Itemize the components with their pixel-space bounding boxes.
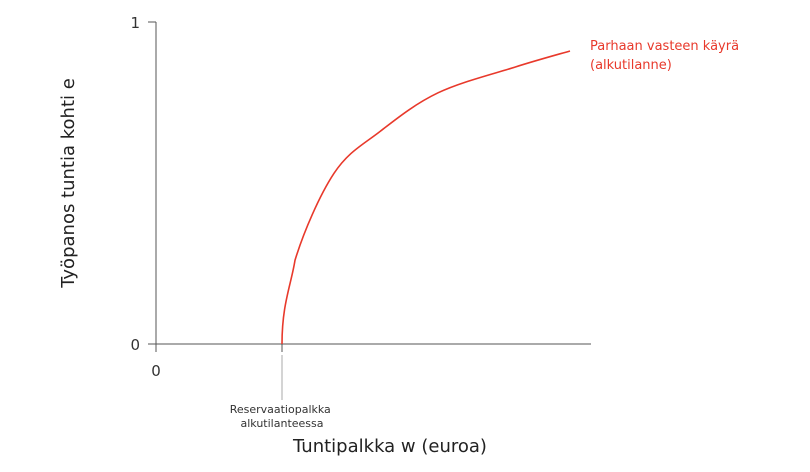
reservation-wage-label: Reservaatiopalkka alkutilanteessa xyxy=(230,403,335,430)
curve-label: Parhaan vasteen käyrä (alkutilanne) xyxy=(590,39,743,73)
y-axis-label: Työpanos tuntia kohti e xyxy=(58,78,79,289)
y-tick-label-0: 0 xyxy=(130,336,140,354)
x-tick-label-0: 0 xyxy=(151,362,161,380)
best-response-curve xyxy=(281,50,571,345)
y-tick-label-1: 1 xyxy=(130,14,140,32)
x-axis-label: Tuntipalkka w (euroa) xyxy=(292,436,487,457)
